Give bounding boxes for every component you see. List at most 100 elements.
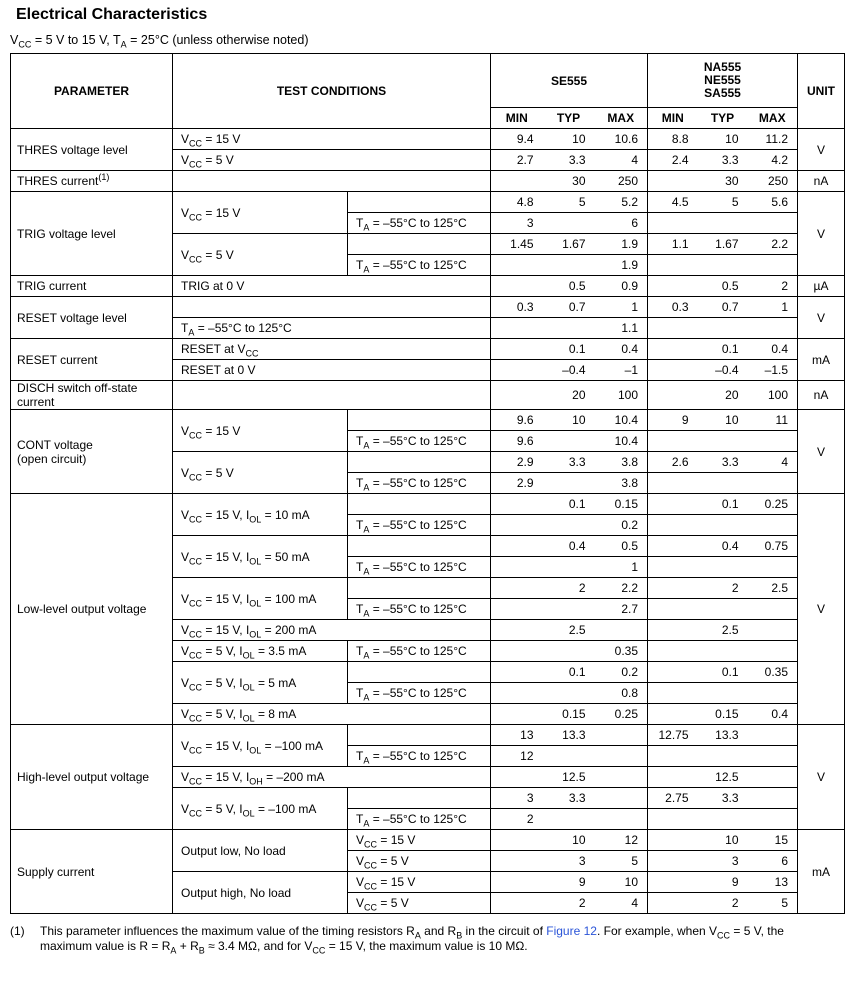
na555-min-cell bbox=[647, 212, 698, 234]
se555-max-cell: 6 bbox=[594, 212, 648, 234]
parameter-cell: Low-level output voltage bbox=[10, 493, 173, 725]
na555-max-cell: –1.5 bbox=[747, 359, 798, 381]
sub-condition-cell: TA = –55°C to 125°C bbox=[347, 212, 491, 234]
sub-condition-cell: TA = –55°C to 125°C bbox=[347, 556, 491, 578]
se555-max-cell: 1.1 bbox=[594, 317, 648, 339]
sub-condition-cell: TA = –55°C to 125°C bbox=[347, 745, 491, 767]
se555-max-cell bbox=[594, 808, 648, 830]
table-row: RESET at 0 V –0.4 –1 –0.4 –1.5 bbox=[11, 359, 845, 381]
na555-max-cell: 2.2 bbox=[747, 233, 798, 255]
condition-cell: VCC = 5 V bbox=[172, 149, 491, 171]
col-header-se-max: MAX bbox=[594, 107, 648, 129]
se555-min-cell: 3 bbox=[490, 787, 543, 809]
se555-typ-cell bbox=[542, 808, 595, 830]
se555-typ-cell: –0.4 bbox=[542, 359, 595, 381]
na555-typ-cell: 10 bbox=[697, 128, 748, 150]
na555-min-cell: 2.75 bbox=[647, 787, 698, 809]
se555-max-cell: 2.2 bbox=[594, 577, 648, 599]
sub-condition-cell: TA = –55°C to 125°C bbox=[347, 254, 491, 276]
na555-max-cell: 1 bbox=[747, 296, 798, 318]
table-row: VCC = 5 V, IOL = –100 mA 3 3.3 2.75 3.3 bbox=[11, 787, 845, 830]
se555-min-cell: 12 bbox=[490, 745, 543, 767]
se555-typ-cell: 0.7 bbox=[542, 296, 595, 318]
se555-max-cell: 0.8 bbox=[594, 682, 648, 704]
se555-min-cell bbox=[490, 829, 543, 851]
na555-typ-cell bbox=[697, 598, 748, 620]
se555-max-cell: 100 bbox=[594, 380, 648, 410]
na555-min-cell bbox=[647, 682, 698, 704]
parameter-cell: THRES current(1) bbox=[10, 170, 173, 192]
sub-condition-cell: VCC = 15 V bbox=[347, 871, 491, 893]
condition-cell: VCC = 5 V, IOL = 8 mA bbox=[172, 703, 491, 725]
footnote-text: This parameter influences the maximum va… bbox=[40, 924, 784, 956]
na555-typ-cell bbox=[697, 556, 748, 578]
na555-min-cell bbox=[647, 577, 698, 599]
na555-typ-cell bbox=[697, 745, 748, 767]
na555-max-cell: 6 bbox=[747, 850, 798, 872]
se555-min-cell bbox=[490, 682, 543, 704]
se555-min-cell bbox=[490, 535, 543, 557]
unit-cell: V bbox=[797, 409, 845, 494]
se555-max-cell: 0.2 bbox=[594, 661, 648, 683]
table-row: TRIG voltage level VCC = 15 V 4.8 5 5.2 … bbox=[10, 191, 845, 276]
na555-max-cell bbox=[747, 787, 798, 809]
na555-max-cell bbox=[747, 808, 798, 830]
se555-min-cell bbox=[490, 514, 543, 536]
na555-min-cell bbox=[647, 338, 698, 360]
col-header-se555: SE555 bbox=[490, 53, 648, 108]
se555-min-cell bbox=[490, 493, 543, 515]
na555-min-cell: 12.75 bbox=[647, 724, 698, 746]
na555-min-cell: 8.8 bbox=[647, 128, 698, 150]
unit-cell: µA bbox=[797, 275, 845, 297]
se555-typ-cell: 0.15 bbox=[542, 703, 595, 725]
se555-max-cell: 3.8 bbox=[594, 472, 648, 494]
condition-cell: VCC = 5 V, IOL = –100 mA bbox=[172, 787, 348, 830]
condition-cell: VCC = 5 V bbox=[172, 451, 348, 494]
na555-max-cell bbox=[747, 317, 798, 339]
se555-max-cell bbox=[594, 745, 648, 767]
condition-cell: VCC = 15 V, IOL = 50 mA bbox=[172, 535, 348, 578]
se555-min-cell bbox=[490, 598, 543, 620]
na555-min-cell bbox=[647, 556, 698, 578]
se555-max-cell: 1.9 bbox=[594, 233, 648, 255]
table-row: VCC = 15 V, IOL = 50 mA 0.4 0.5 0.4 0.75 bbox=[11, 535, 845, 578]
unit-cell: nA bbox=[797, 170, 845, 192]
na555-min-cell bbox=[647, 661, 698, 683]
se555-min-cell bbox=[490, 275, 543, 297]
se555-typ-cell bbox=[542, 640, 595, 662]
col-header-test-conditions: TEST CONDITIONS bbox=[172, 53, 491, 129]
col-header-parameter: PARAMETER bbox=[53, 84, 130, 98]
condition-cell: Output low, No load bbox=[172, 829, 348, 872]
table-row: TA = –55°C to 125°C 1.9 bbox=[11, 254, 845, 276]
na555-max-cell: 0.25 bbox=[747, 493, 798, 515]
na555-min-cell bbox=[647, 703, 698, 725]
se555-min-cell: 2.9 bbox=[490, 472, 543, 494]
page-title: Electrical Characteristics bbox=[16, 6, 208, 23]
table-row: VCC = 5 V 2.9 3.3 3.8 2.6 3.3 4 bbox=[11, 451, 845, 494]
na555-typ-cell: 20 bbox=[697, 380, 748, 410]
se555-max-cell bbox=[594, 766, 648, 788]
se555-typ-cell: 20 bbox=[542, 380, 595, 410]
se555-max-cell: 5.2 bbox=[594, 191, 648, 213]
na555-typ-cell: 2 bbox=[697, 892, 748, 914]
sub-condition-cell: VCC = 15 V bbox=[347, 829, 491, 851]
electrical-characteristics-table: PARAMETER TEST CONDITIONS SE555 NA555 NE… bbox=[10, 53, 846, 914]
se555-min-cell bbox=[490, 661, 543, 683]
sub-condition-cell: TA = –55°C to 125°C bbox=[347, 472, 491, 494]
se555-max-cell: 250 bbox=[594, 170, 648, 192]
table-row: CONT voltage (open circuit) VCC = 15 V 9… bbox=[10, 409, 845, 494]
se555-min-cell bbox=[490, 892, 543, 914]
condition-cell: VCC = 15 V, IOL = 100 mA bbox=[172, 577, 348, 620]
unit-cell: V bbox=[797, 128, 845, 171]
na555-min-cell bbox=[647, 170, 698, 192]
se555-typ-cell bbox=[542, 556, 595, 578]
na555-min-cell bbox=[647, 275, 698, 297]
na555-max-cell: 2.5 bbox=[747, 577, 798, 599]
na555-typ-cell bbox=[697, 254, 748, 276]
se555-typ-cell: 0.1 bbox=[542, 493, 595, 515]
se555-max-cell: 3.8 bbox=[594, 451, 648, 473]
na555-typ-cell: 0.1 bbox=[697, 338, 748, 360]
figure-link[interactable]: Figure 12 bbox=[546, 924, 597, 938]
na555-max-cell: 5.6 bbox=[747, 191, 798, 213]
na555-max-cell: 0.4 bbox=[747, 703, 798, 725]
